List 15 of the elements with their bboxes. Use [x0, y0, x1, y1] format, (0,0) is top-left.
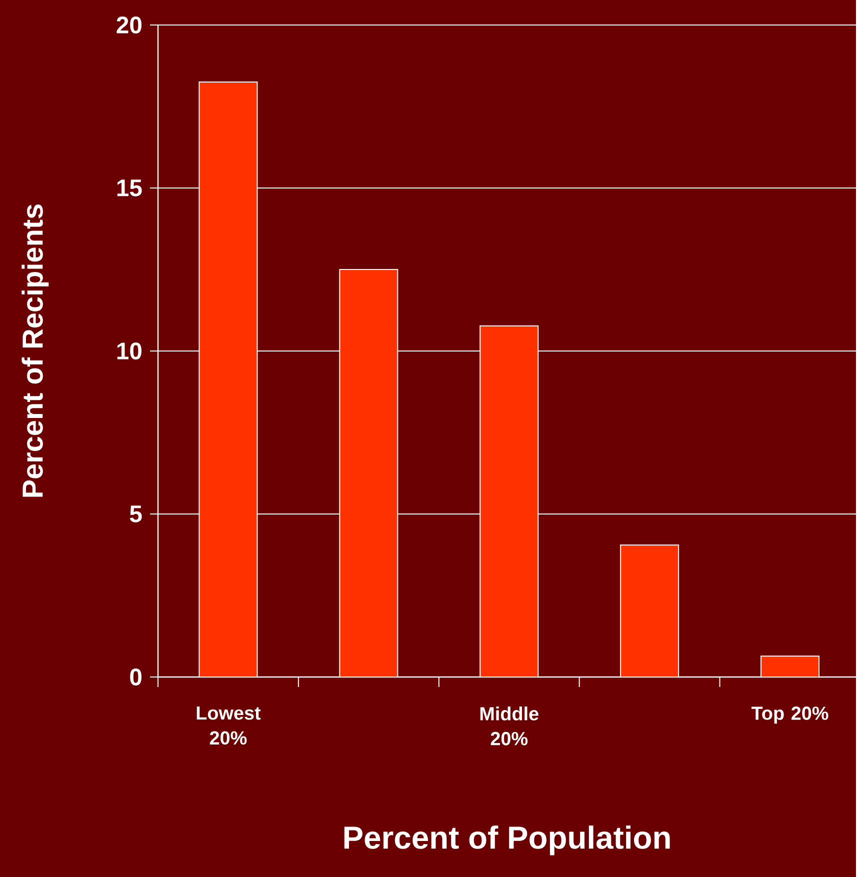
bar — [620, 544, 680, 677]
x-tick-label: Middle 20% — [480, 706, 539, 746]
y-axis-title: Percent of Recipients — [22, 204, 49, 497]
x-axis-title: Percent of Population — [344, 826, 670, 856]
y-tick-label: 20 — [116, 16, 142, 34]
x-tick-label: Top 20% — [752, 706, 828, 724]
y-tick-label: 15 — [118, 180, 142, 196]
bar — [339, 268, 398, 677]
y-tick-label: 5 — [130, 506, 142, 522]
x-tick-label: Lowest 20% — [197, 706, 261, 745]
y-tick-label: 0 — [130, 668, 142, 686]
bar — [760, 656, 820, 677]
bar — [480, 325, 539, 677]
bar — [198, 82, 258, 677]
y-tick-label: 10 — [118, 342, 142, 360]
